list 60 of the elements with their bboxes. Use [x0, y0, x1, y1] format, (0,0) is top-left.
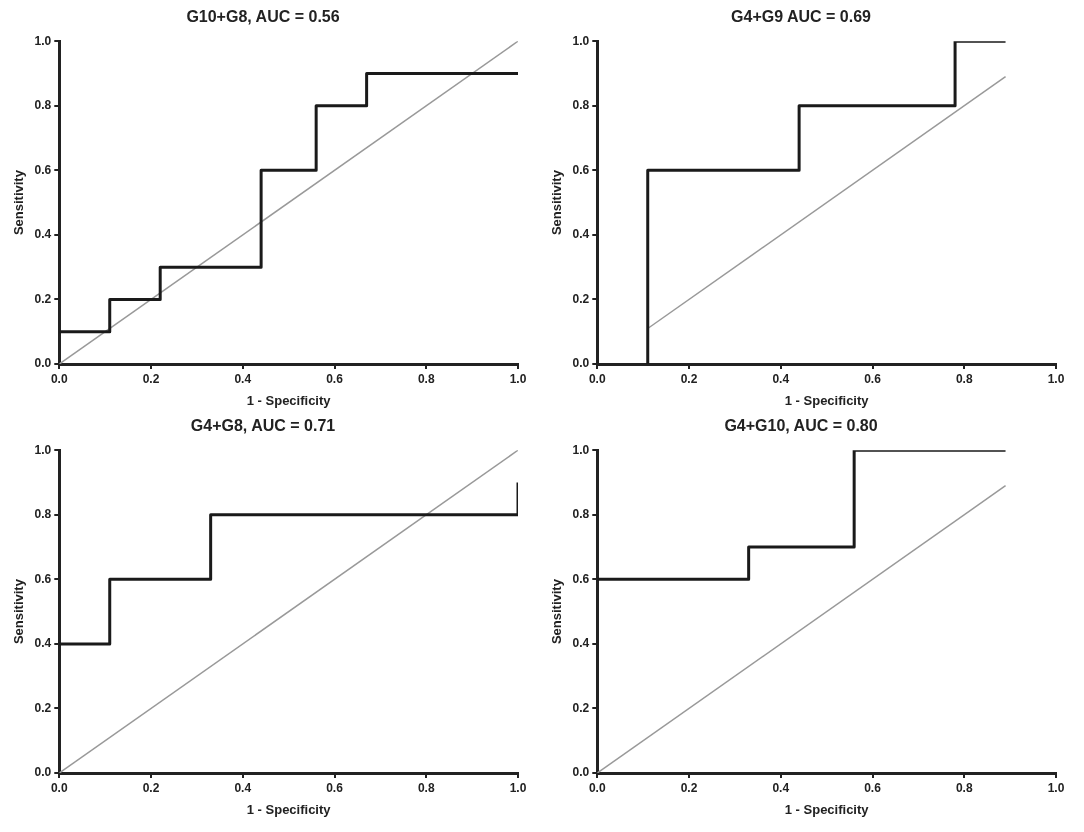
x-tick-label: 0.4 [234, 371, 252, 386]
chart-title: G4+G10, AUC = 0.80 [724, 417, 878, 435]
x-tick-label: 0.8 [417, 780, 435, 795]
y-tick-label: 1.0 [34, 33, 52, 48]
y-tick-label: 1.0 [34, 442, 52, 457]
x-tick-label: 0.0 [588, 780, 606, 795]
y-tick-label: 0.6 [572, 571, 590, 586]
y-tick-label: 0.8 [34, 98, 52, 113]
x-tick-label: 0.6 [864, 780, 882, 795]
x-tick-label: 0.8 [955, 780, 973, 795]
x-tick-label: 0.2 [680, 780, 698, 795]
y-tick-label: 0.2 [572, 291, 590, 306]
y-tick-label: 0.6 [572, 162, 590, 177]
x-tick-label: 0.6 [326, 371, 344, 386]
chart-title: G10+G8, AUC = 0.56 [186, 8, 340, 26]
chart-title: G4+G8, AUC = 0.71 [190, 417, 336, 435]
y-tick-label: 0.8 [572, 98, 590, 113]
x-tick-label: 0.0 [50, 371, 68, 386]
x-axis-title: 1 - Specificity [784, 801, 870, 817]
y-tick-label: 0.4 [572, 227, 590, 242]
x-tick-label: 0.0 [50, 780, 68, 795]
x-axis-title: 1 - Specificity [246, 392, 332, 408]
y-axis-title: Sensitivity [11, 578, 27, 645]
y-tick-label: 0.8 [572, 507, 590, 522]
x-tick-label: 0.4 [772, 780, 790, 795]
x-tick-label: 1.0 [509, 780, 527, 795]
chart-title: G4+G9 AUC = 0.69 [731, 8, 872, 26]
y-tick-label: 0.6 [34, 571, 52, 586]
y-tick-label: 0.0 [572, 356, 590, 371]
x-tick-label: 0.8 [417, 371, 435, 386]
x-tick-label: 0.2 [142, 780, 160, 795]
x-tick-label: 0.6 [326, 780, 344, 795]
y-tick-label: 0.2 [34, 700, 52, 715]
y-tick-label: 0.4 [572, 636, 590, 651]
y-tick-label: 0.2 [572, 700, 590, 715]
x-tick-label: 1.0 [509, 371, 527, 386]
y-tick-label: 1.0 [572, 442, 590, 457]
y-tick-label: 0.8 [34, 507, 52, 522]
y-axis-title: Sensitivity [549, 169, 565, 236]
x-axis-title: 1 - Specificity [784, 392, 870, 408]
x-tick-label: 0.2 [680, 371, 698, 386]
x-tick-label: 0.8 [955, 371, 973, 386]
x-tick-label: 0.6 [864, 371, 882, 386]
x-axis-title: 1 - Specificity [246, 801, 332, 817]
y-axis-title: Sensitivity [549, 578, 565, 645]
x-tick-label: 1.0 [1047, 371, 1065, 386]
x-tick-label: 0.0 [588, 371, 606, 386]
y-tick-label: 0.4 [34, 227, 52, 242]
y-tick-label: 0.0 [34, 356, 52, 371]
x-tick-label: 1.0 [1047, 780, 1065, 795]
y-tick-label: 0.2 [34, 291, 52, 306]
x-tick-label: 0.2 [142, 371, 160, 386]
y-tick-label: 1.0 [572, 33, 590, 48]
y-axis-title: Sensitivity [11, 169, 27, 236]
x-tick-label: 0.4 [234, 780, 252, 795]
y-tick-label: 0.0 [572, 765, 590, 780]
y-tick-label: 0.4 [34, 636, 52, 651]
y-tick-label: 0.0 [34, 765, 52, 780]
x-tick-label: 0.4 [772, 371, 790, 386]
y-tick-label: 0.6 [34, 162, 52, 177]
